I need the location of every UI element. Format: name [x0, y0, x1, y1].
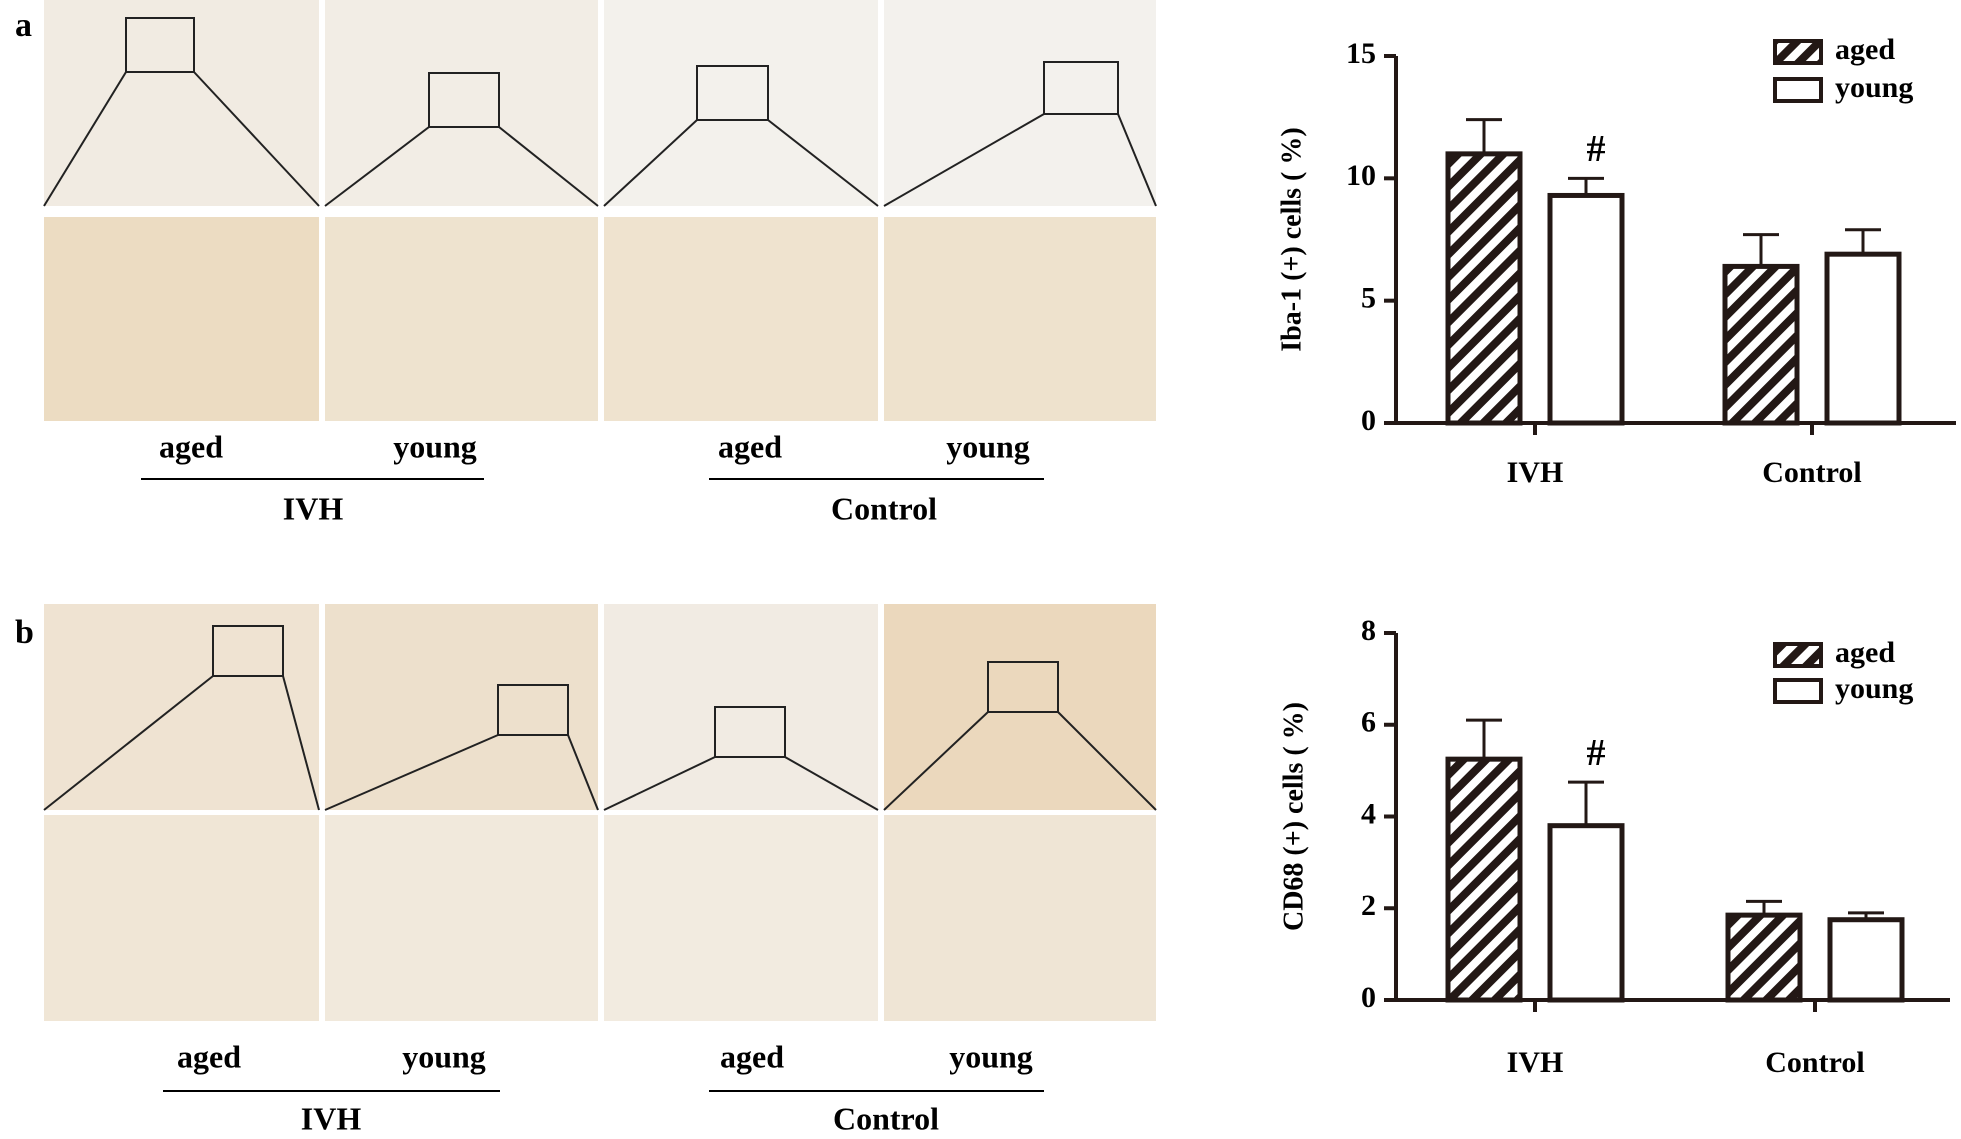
y-tick-label: 0: [1361, 981, 1376, 1014]
y-axis-label: Iba-1 (+) cells ( %): [1276, 127, 1307, 351]
micrograph: [884, 217, 1156, 421]
legend-label: young: [1835, 672, 1913, 705]
micrograph: [884, 604, 1156, 810]
y-tick-label: 2: [1361, 889, 1376, 922]
micrograph: [884, 0, 1156, 206]
legend-swatch: [1773, 39, 1823, 65]
image-label: young: [949, 1038, 1033, 1074]
micrograph: [44, 0, 319, 206]
bar: [1827, 917, 1905, 1003]
y-tick-label: 15: [1346, 37, 1376, 70]
micrographs: [43, 0, 1157, 1021]
micrograph: [604, 815, 878, 1021]
group-label: Control: [831, 490, 937, 526]
micrograph: [325, 217, 598, 421]
micrograph: [44, 604, 319, 810]
x-tick-label: Control: [1762, 456, 1861, 489]
legend-label: aged: [1835, 636, 1895, 669]
annotation: #: [1587, 732, 1606, 774]
y-axis-label: CD68 (+) cells ( %): [1278, 702, 1309, 931]
micrograph: [325, 604, 598, 810]
x-tick-label: IVH: [1507, 456, 1564, 489]
x-tick-label: IVH: [1507, 1046, 1564, 1079]
image-label: aged: [718, 428, 782, 464]
y-tick-label: 4: [1361, 797, 1376, 830]
group-label: IVH: [283, 490, 344, 526]
annotation: #: [1587, 128, 1606, 170]
group-label: IVH: [301, 1100, 362, 1136]
y-tick-label: 8: [1361, 614, 1376, 647]
image-label: aged: [177, 1038, 241, 1074]
zoom-box: [43, 17, 1157, 207]
image-label: young: [946, 428, 1030, 464]
micrograph: [44, 217, 319, 421]
bar: [1445, 151, 1523, 426]
micrograph: [604, 0, 878, 206]
legend-swatch: [1773, 77, 1823, 103]
y-tick-label: 5: [1361, 282, 1376, 315]
zoom-box: [43, 625, 1157, 811]
y-tick-label: 10: [1346, 159, 1376, 192]
bar: [1547, 192, 1625, 426]
micrograph: [325, 815, 598, 1021]
panel-label: a: [15, 7, 32, 44]
image-label: young: [393, 428, 477, 464]
bar: [1725, 912, 1803, 1003]
micrograph: [44, 815, 319, 1021]
panel-label: b: [15, 614, 34, 651]
legend-swatch: [1773, 678, 1823, 704]
image-label: young: [402, 1038, 486, 1074]
micrograph: [884, 815, 1156, 1021]
group-label: Control: [833, 1100, 939, 1136]
bar: [1722, 263, 1800, 426]
legend-swatch: [1773, 642, 1823, 668]
y-tick-label: 0: [1361, 404, 1376, 437]
bar: [1547, 823, 1625, 1003]
x-tick-label: Control: [1765, 1046, 1864, 1079]
bar: [1445, 756, 1523, 1003]
micrograph: [604, 217, 878, 421]
y-tick-label: 6: [1361, 706, 1376, 739]
legend-label: young: [1835, 71, 1913, 104]
bar: [1824, 251, 1902, 426]
image-label: aged: [159, 428, 223, 464]
legend-label: aged: [1835, 33, 1895, 66]
image-label: aged: [720, 1038, 784, 1074]
